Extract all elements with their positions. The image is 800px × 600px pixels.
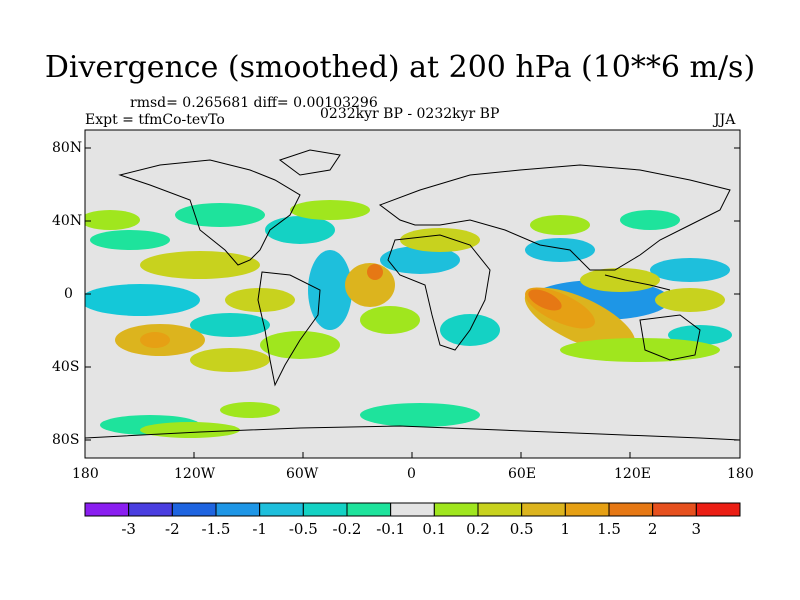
x-tick-label: 120W (174, 466, 216, 482)
colorbar-box (259, 502, 304, 517)
colorbar-box (695, 502, 741, 517)
colorbar-label: 1 (560, 520, 571, 538)
stats-label: rmsd= 0.265681 diff= 0.00103296 (130, 95, 378, 111)
y-tick-label: 0 (64, 286, 73, 302)
neg-region (175, 203, 265, 227)
africa-outline (387, 234, 491, 351)
antarctica-outline (85, 425, 740, 441)
x-tick-label: 120E (614, 466, 651, 482)
pos-region (220, 402, 280, 418)
colorbar-box (652, 502, 697, 517)
colorbar-label: 0.1 (422, 520, 447, 538)
pos-region (528, 289, 562, 311)
colorbar-label: -1 (252, 520, 267, 538)
pos-region (190, 348, 270, 372)
colorbar-label: 3 (691, 520, 702, 538)
coastlines (85, 149, 740, 441)
pos-region (655, 288, 725, 312)
pos-region (290, 200, 370, 220)
australia-outline (639, 314, 701, 361)
colorbar-label: 0.5 (509, 520, 534, 538)
pos-region (140, 332, 170, 348)
colorbar-label: 0.2 (466, 520, 490, 538)
x-tick-label: 180 (72, 466, 99, 482)
x-tick-label: 60W (286, 466, 319, 482)
neg-region (620, 210, 680, 230)
divergence-field (85, 200, 732, 438)
pos-region (400, 228, 480, 252)
experiment-label: Expt = tfmCo-tevTo (85, 112, 225, 128)
colorbar-label: -0.5 (288, 520, 318, 538)
colorbar-label: 1.5 (597, 520, 621, 538)
x-tick-label: 180 (727, 466, 754, 482)
pos-region (140, 422, 240, 438)
x-ticks (84, 452, 741, 458)
y-tick-label: 80S (52, 432, 80, 448)
pos-region (560, 338, 720, 362)
south-america-outline (257, 271, 321, 387)
plot-title: Divergence (smoothed) at 200 hPa (10**6 … (44, 50, 756, 85)
colorbar-box (477, 502, 523, 517)
pos-region (260, 331, 340, 359)
colorbar-box (608, 502, 654, 517)
neg-region (85, 284, 200, 316)
colorbar-box (346, 502, 392, 517)
y-tick-label: 40N (52, 213, 83, 229)
neg-region (308, 250, 352, 330)
neg-region (380, 246, 460, 274)
x-tick-label: 60E (508, 466, 537, 482)
pos-region (85, 210, 140, 230)
y-ticks (85, 147, 740, 441)
period-label: 0232kyr BP - 0232kyr BP (320, 106, 500, 122)
colorbar-box (564, 502, 610, 517)
colorbar-box (433, 502, 479, 517)
y-tick-label: 80N (52, 140, 83, 156)
pos-region (360, 306, 420, 334)
colorbar-label: -2 (165, 520, 180, 538)
north-america-outline (118, 159, 301, 266)
eurasia-outline (378, 164, 731, 271)
colorbar-label: -0.2 (332, 520, 362, 538)
colorbar-label: -1.5 (201, 520, 231, 538)
pos-region (367, 264, 383, 280)
colorbar-box (215, 502, 261, 517)
x-tick-label: 0 (407, 466, 416, 482)
y-tick-label: 40S (52, 359, 80, 375)
colorbar-box (128, 502, 173, 517)
colorbar-box (302, 502, 348, 517)
maritime-continent-outline (604, 274, 671, 291)
neg-region (650, 258, 730, 282)
greenland-outline (278, 149, 341, 176)
colorbar-label: 2 (647, 520, 658, 538)
colorbar-box (390, 502, 435, 517)
colorbar-box (521, 502, 566, 517)
pos-region (225, 288, 295, 312)
neg-region (90, 230, 170, 250)
neg-region (190, 313, 270, 337)
season-label: JJA (714, 112, 736, 128)
colorbar-label: -3 (121, 520, 136, 538)
colorbar-label: -0.1 (376, 520, 406, 538)
pos-region (140, 251, 260, 279)
colorbar-box (84, 502, 130, 517)
neg-region (525, 238, 595, 262)
colorbar (84, 502, 741, 517)
neg-region (360, 403, 480, 427)
pos-region (530, 215, 590, 235)
colorbar-box (171, 502, 217, 517)
neg-region (265, 216, 335, 244)
pos-region (580, 268, 660, 292)
